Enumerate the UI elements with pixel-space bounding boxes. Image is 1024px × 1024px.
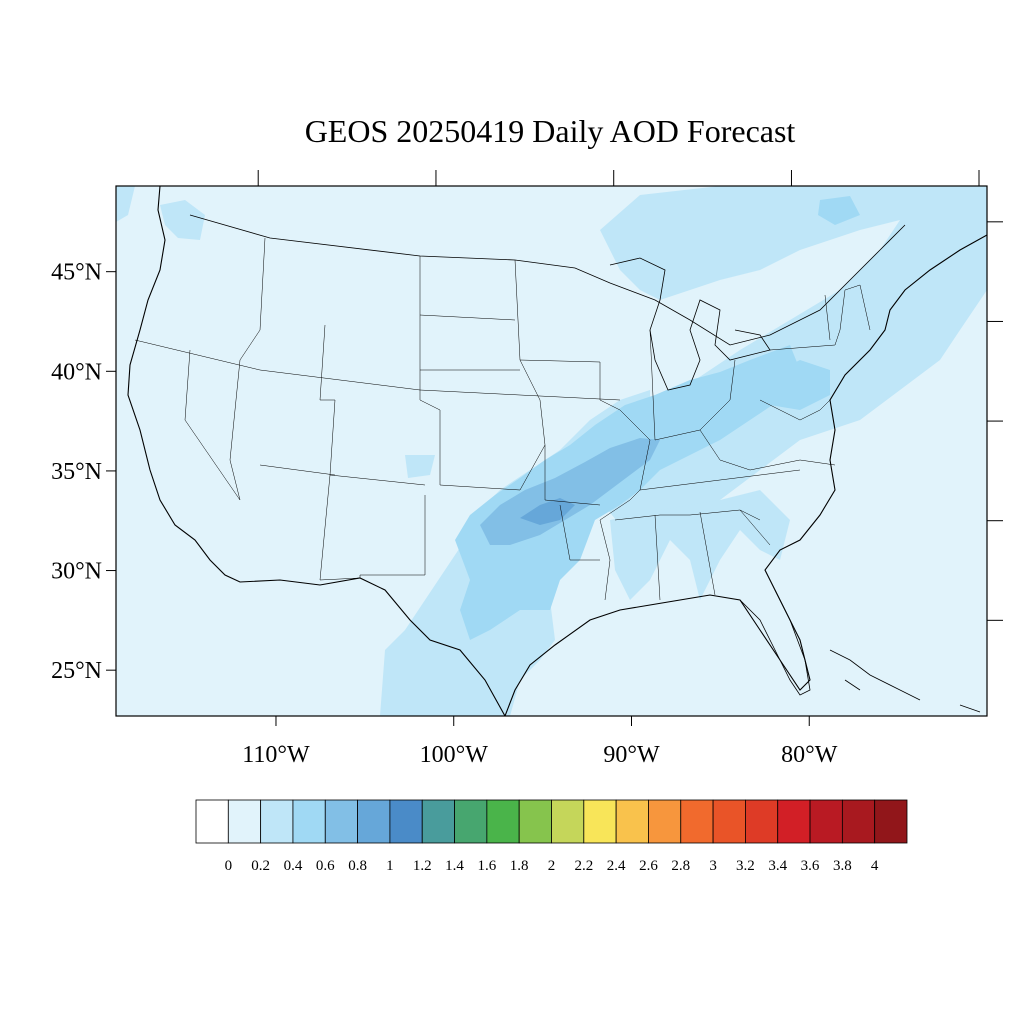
map-outlines [127, 186, 987, 716]
colorbar-swatch [421, 799, 455, 844]
colorbar-label: 2 [548, 858, 556, 874]
florida-coast [739, 589, 811, 696]
map-ticks [106, 170, 1003, 726]
lat-label: 35°N [51, 459, 102, 485]
colorbar-label: 1.6 [477, 858, 496, 874]
canada-border [189, 214, 906, 346]
lat-label: 40°N [51, 359, 102, 385]
colorbar-swatch [454, 799, 488, 844]
colorbar-swatch [680, 799, 714, 844]
aod-region-ny-core [760, 360, 830, 410]
colorbar-label: 1.4 [445, 858, 464, 874]
us-outline [127, 186, 987, 716]
colorbar-label: 3 [709, 858, 717, 874]
colorbar-swatch [324, 799, 358, 844]
aod-region-west-coast [116, 186, 135, 222]
latitude-labels: 45°N 40°N 35°N 30°N 25°N [51, 260, 102, 684]
colorbar-swatch [357, 799, 391, 844]
colorbar-swatch [292, 799, 326, 844]
lon-label: 80°W [781, 742, 838, 768]
aod-region-washington [160, 200, 205, 240]
state-borders [134, 237, 871, 601]
colorbar-swatch [615, 799, 649, 844]
colorbar-swatch [583, 799, 617, 844]
colorbar-label: 2.8 [671, 858, 690, 874]
colorbar-label: 0.2 [251, 858, 270, 874]
colorbar-swatch [551, 799, 585, 844]
map-panel: 45°N 40°N 35°N 30°N 25°N 110°W 100°W 90°W 80°W [51, 170, 1003, 768]
colorbar-swatch [227, 799, 262, 844]
colorbar-label: 1.8 [510, 858, 529, 874]
colorbar-swatch [486, 799, 520, 844]
colorbar-swatch [712, 799, 746, 844]
great-lakes [609, 257, 771, 391]
colorbar-label: 2.2 [574, 858, 593, 874]
colorbar-swatch [195, 799, 229, 844]
lon-label: 110°W [242, 742, 310, 768]
aod-region-new-mexico-spot [405, 455, 435, 478]
aod-region-central-plume [455, 345, 800, 640]
colorbar-swatch [648, 799, 682, 844]
colorbar-swatch [518, 799, 552, 844]
longitude-labels: 110°W 100°W 90°W 80°W [242, 742, 837, 768]
map-frame [115, 185, 988, 717]
colorbar-label: 3.8 [833, 858, 852, 874]
lat-label: 30°N [51, 559, 102, 585]
colorbar-label: 2.4 [607, 858, 626, 874]
lat-label: 45°N [51, 260, 102, 286]
figure-title: GEOS 20250419 Daily AOD Forecast [305, 113, 796, 149]
colorbar-swatch [260, 799, 294, 844]
lon-label: 90°W [603, 742, 660, 768]
aod-region-oklahoma-deep [520, 498, 575, 525]
colorbar-swatch [745, 799, 779, 844]
colorbar-swatch [777, 799, 811, 844]
colorbar-label: 0.4 [284, 858, 303, 874]
colorbar-swatch [809, 799, 843, 844]
colorbar-labels: 0 0.2 0.4 0.6 0.8 1 1.2 1.4 1.6 1.8 2 2.2 2.4 2.6 2.8 3… [225, 858, 879, 874]
aod-field [116, 186, 987, 716]
colorbar-label: 2.6 [639, 858, 658, 874]
colorbar-label: 1 [386, 858, 394, 874]
colorbar-label: 1.2 [413, 858, 432, 874]
colorbar-label: 0 [225, 858, 233, 874]
colorbar-label: 4 [871, 858, 879, 874]
colorbar-label: 0.6 [316, 858, 335, 874]
colorbar-swatch [874, 799, 908, 844]
colorbar-swatch [389, 799, 423, 844]
colorbar-label: 0.8 [348, 858, 367, 874]
lat-label: 25°N [51, 658, 102, 684]
colorbar [195, 799, 908, 844]
colorbar-swatch [841, 799, 876, 844]
caribbean-islands [829, 649, 981, 713]
colorbar-label: 3.4 [768, 858, 787, 874]
colorbar-label: 3.2 [736, 858, 755, 874]
colorbar-label: 3.6 [801, 858, 820, 874]
aod-region-northeast-core [818, 196, 860, 225]
lon-label: 100°W [420, 742, 489, 768]
